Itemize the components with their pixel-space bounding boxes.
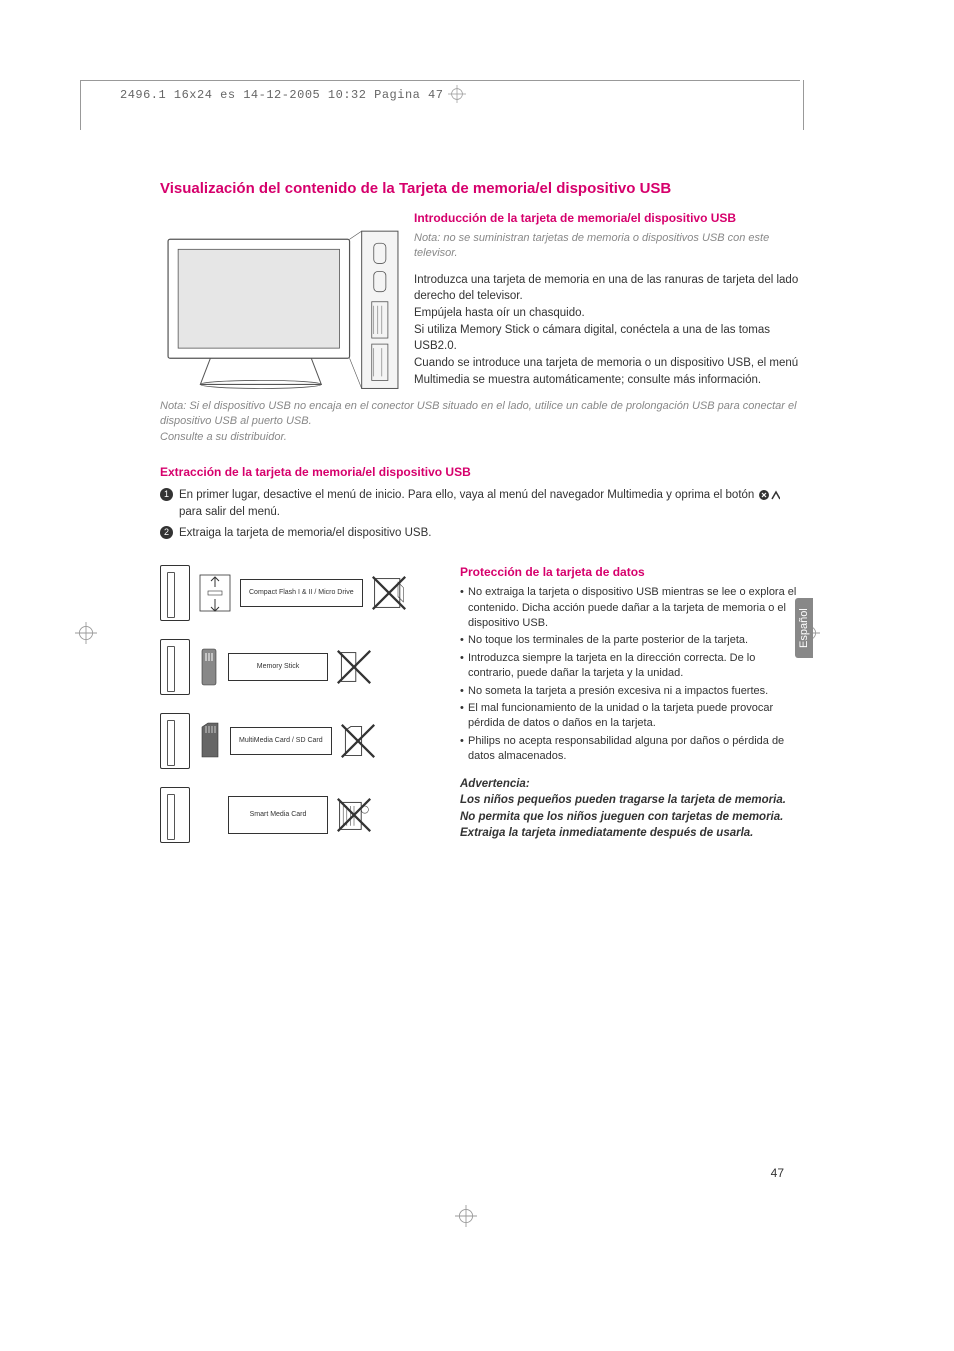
card-row-ms: Memory Stick [160, 639, 430, 695]
protection-item: Introduzca siempre la tarjeta en la dire… [460, 651, 800, 682]
intro-p1: Introduzca una tarjeta de memoria en una… [414, 272, 800, 305]
step-number-icon: 1 [160, 488, 173, 501]
card-sd-icon [198, 721, 222, 761]
card-cf-label: Compact Flash I & II / Micro Drive [240, 579, 363, 607]
protection-item: Philips no acepta responsabilidad alguna… [460, 734, 800, 765]
protection-item: No someta la tarjeta a presión excesiva … [460, 684, 800, 699]
intro-note: Nota: no se suministran tarjetas de memo… [414, 231, 800, 262]
step2-text: Extraiga la tarjeta de memoria/el dispos… [179, 525, 431, 542]
page-number: 47 [771, 1166, 784, 1180]
intro-p4: Cuando se introduce una tarjeta de memor… [414, 355, 800, 388]
card-cf-icon [198, 573, 232, 613]
protection-item: No extraiga la tarjeta o dispositivo USB… [460, 585, 800, 631]
card-row-sm: Smart Media Card [160, 787, 430, 843]
card-mmc-label: MultiMedia Card / SD Card [230, 727, 332, 755]
x-mark-icon [336, 649, 372, 685]
cards-section: Compact Flash I & II / Micro Drive Memor… [160, 565, 800, 861]
protection-section: Protección de la tarjeta de datos No ext… [460, 565, 800, 861]
crop-mark [803, 80, 804, 130]
intro-heading: Introducción de la tarjeta de memoria/el… [414, 211, 800, 225]
slot-icon [160, 787, 190, 843]
x-mark-icon [371, 575, 407, 611]
card-sm-label: Smart Media Card [228, 796, 328, 834]
removal-heading: Extracción de la tarjeta de memoria/el d… [160, 465, 800, 479]
warning-text: Los niños pequeños pueden tragarse la ta… [460, 792, 800, 840]
protection-item: No toque los terminales de la parte post… [460, 633, 800, 648]
intro-section: Introducción de la tarjeta de memoria/el… [160, 211, 800, 391]
intro-p2: Empújela hasta oír un chasquido. [414, 305, 800, 322]
page-content: Visualización del contenido de la Tarjet… [160, 180, 800, 861]
card-row-cf: Compact Flash I & II / Micro Drive [160, 565, 430, 621]
crop-mark [80, 80, 800, 130]
slot-icon [160, 639, 190, 695]
protection-item: El mal funcionamiento de la unidad o la … [460, 701, 800, 732]
registration-mark-icon [455, 1205, 477, 1227]
card-ms-icon [198, 647, 220, 687]
slot-icon [160, 713, 190, 769]
slot-icon [160, 565, 190, 621]
step-2: 2 Extraiga la tarjeta de memoria/el disp… [160, 525, 800, 542]
card-row-mmc: MultiMedia Card / SD Card [160, 713, 430, 769]
intro-p3: Si utiliza Memory Stick o cámara digital… [414, 322, 800, 355]
registration-mark-icon [75, 622, 97, 644]
card-diagrams: Compact Flash I & II / Micro Drive Memor… [160, 565, 430, 861]
usb-cable-note: Nota: Si el dispositivo USB no encaja en… [160, 399, 800, 445]
x-mark-icon [336, 797, 372, 833]
warning-title: Advertencia: [460, 778, 800, 790]
step-1: 1 En primer lugar, desactive el menú de … [160, 487, 800, 520]
step1-text-a: En primer lugar, desactive el menú de in… [179, 489, 758, 501]
card-ms-label: Memory Stick [228, 653, 328, 681]
step1-text-b: para salir del menú. [179, 506, 280, 518]
menu-button-icon [758, 489, 780, 501]
step-number-icon: 2 [160, 526, 173, 539]
protection-list: No extraiga la tarjeta o dispositivo USB… [460, 585, 800, 764]
removal-section: Extracción de la tarjeta de memoria/el d… [160, 465, 800, 541]
page-title: Visualización del contenido de la Tarjet… [160, 180, 800, 197]
tv-diagram-icon [160, 211, 402, 391]
protection-heading: Protección de la tarjeta de datos [460, 565, 800, 579]
x-mark-icon [340, 723, 376, 759]
